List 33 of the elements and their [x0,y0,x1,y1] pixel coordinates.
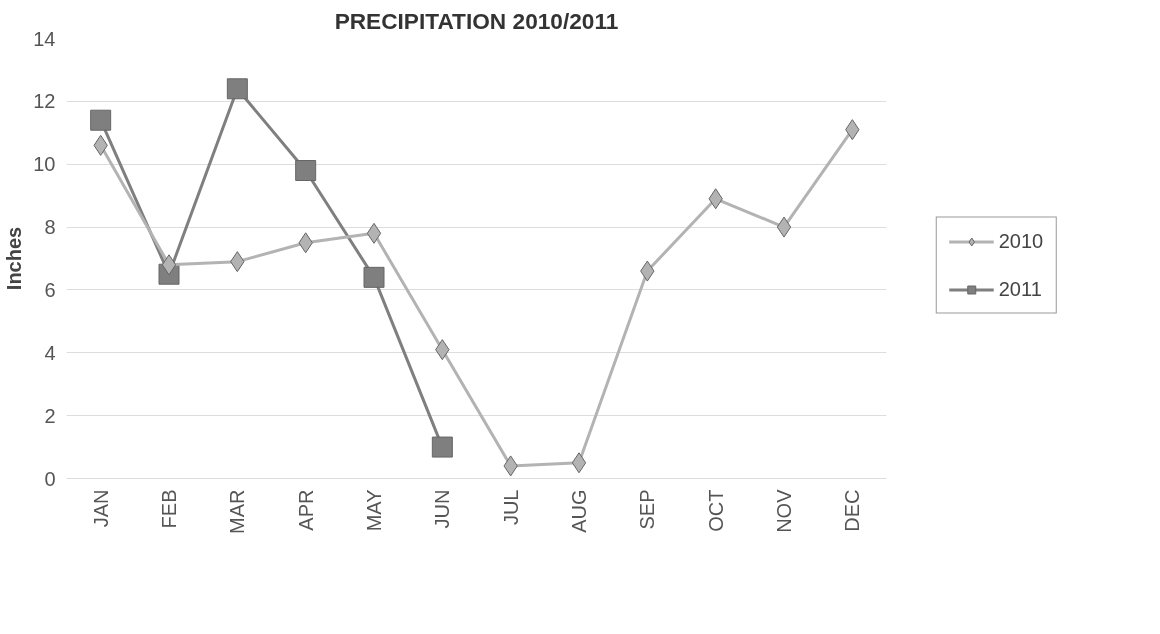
point [431,436,453,458]
y-tick-label: 12 [33,90,56,113]
point [571,452,587,474]
y-tick-label: 0 [44,467,56,490]
point [90,109,112,131]
point [295,160,317,181]
y-tick-label: 8 [44,216,56,239]
x-tick-label: JUN [431,489,454,529]
y-tick-label: 6 [44,278,56,301]
x-tick-label: MAR [226,489,249,534]
point [366,222,382,244]
point [363,266,385,288]
x-tick-label: APR [294,489,317,531]
y-tick-label: 4 [44,341,56,364]
x-tick-label: AUG [568,489,590,533]
x-tick-label: FEB [158,489,180,529]
x-tick-label: JAN [89,489,112,528]
x-tick-label: DEC [841,489,864,532]
y-tick-label: 14 [33,27,56,50]
y-tick-label: 2 [44,404,56,427]
point [226,78,248,100]
chart-title: PRECIPITATION 2010/2011 [334,7,619,34]
x-tick-label: JUL [499,489,522,526]
legend-label: 2010 [998,229,1044,253]
x-tick-label: MAY [363,489,385,532]
y-axis-title: Inches [3,226,26,291]
y-tick-label: 10 [33,153,56,176]
point [776,216,792,238]
x-tick-label: SEP [636,489,659,530]
x-tick-label: OCT [704,489,727,532]
legend-label: 2011 [998,277,1042,301]
point [161,254,177,276]
x-tick-label: NOV [773,488,795,533]
